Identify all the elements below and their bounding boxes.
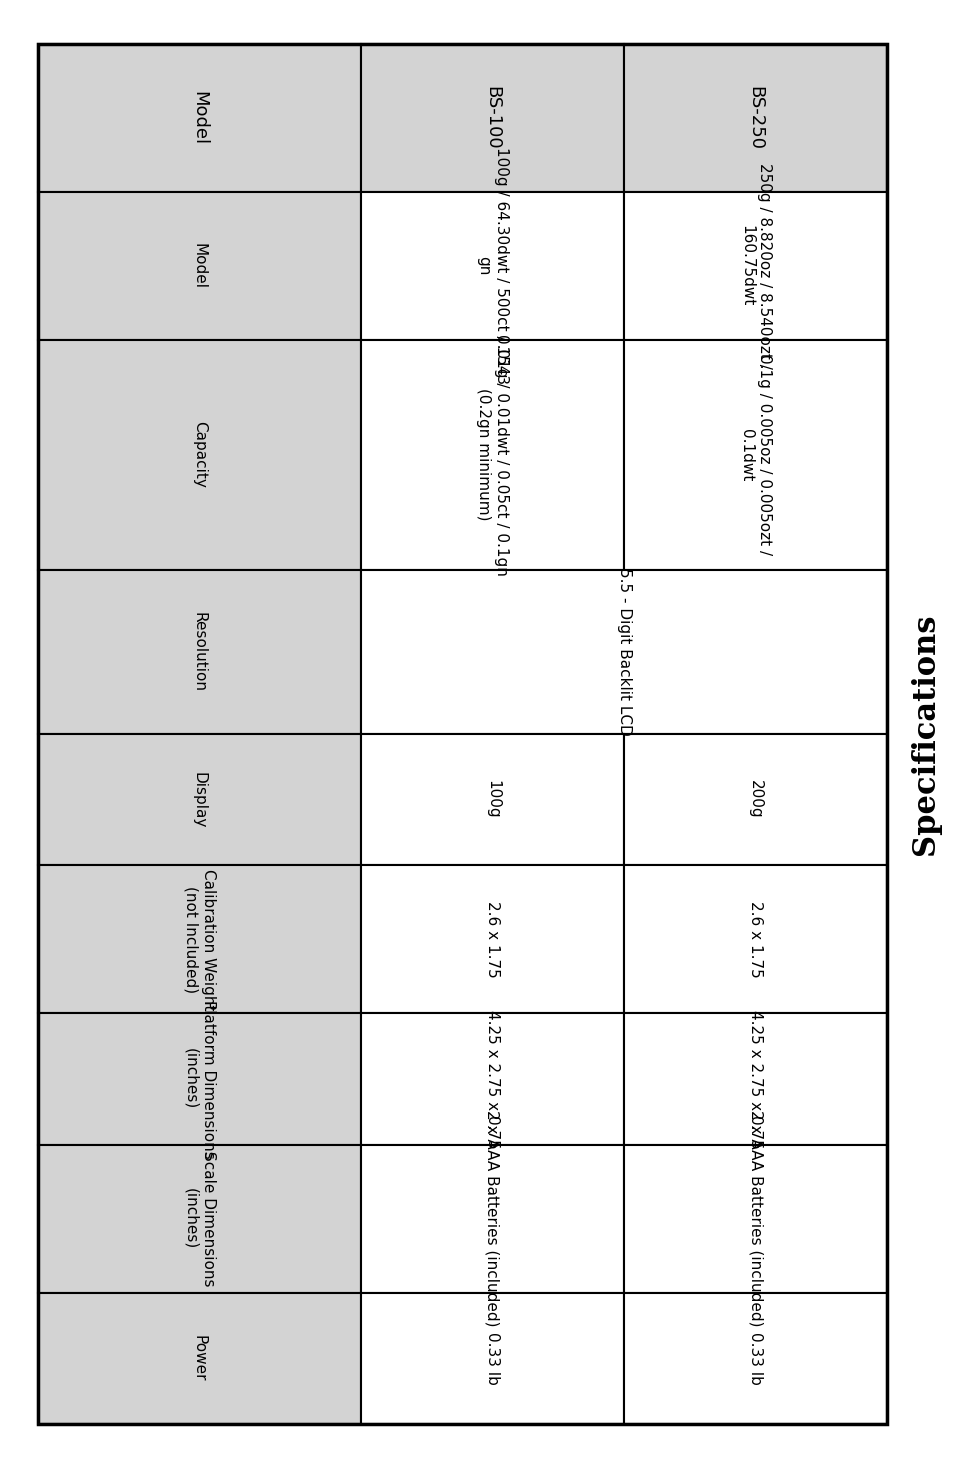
Bar — [360, 570, 886, 734]
Text: Specifications: Specifications — [909, 614, 940, 854]
Text: 2.6 x 1.75: 2.6 x 1.75 — [747, 901, 762, 978]
Text: 4.25 x 2.75 x 0.75: 4.25 x 2.75 x 0.75 — [484, 1010, 499, 1148]
Bar — [623, 1145, 886, 1292]
Bar — [38, 44, 886, 1424]
Bar — [623, 339, 886, 570]
Text: 200g: 200g — [747, 781, 762, 819]
Text: 2.6 x 1.75: 2.6 x 1.75 — [484, 901, 499, 978]
Bar — [360, 734, 623, 866]
Bar — [360, 866, 623, 1013]
Text: Scale Dimensions
(inches): Scale Dimensions (inches) — [183, 1151, 215, 1286]
Text: Display: Display — [192, 772, 207, 828]
Text: Resolution: Resolution — [192, 612, 207, 691]
Text: Model: Model — [191, 91, 209, 145]
Bar — [623, 44, 886, 192]
Text: Model: Model — [192, 242, 207, 289]
Text: 0.33 lb: 0.33 lb — [747, 1331, 762, 1384]
Bar — [38, 192, 360, 339]
Bar — [360, 1292, 623, 1424]
Bar — [38, 1013, 360, 1145]
Text: 2 x AAA Batteries (included): 2 x AAA Batteries (included) — [484, 1110, 499, 1327]
Text: Capacity: Capacity — [192, 421, 207, 489]
Bar — [38, 1292, 360, 1424]
Text: 4.25 x 2.75 x 0.75: 4.25 x 2.75 x 0.75 — [747, 1010, 762, 1148]
Bar — [360, 44, 623, 192]
Text: 100g / 64.30dwt / 500ct / 1543
gn: 100g / 64.30dwt / 500ct / 1543 gn — [476, 147, 508, 385]
Bar — [38, 1145, 360, 1292]
Bar — [623, 192, 886, 339]
Text: 250g / 8.820oz / 8.540ozt /
160.75dwt: 250g / 8.820oz / 8.540ozt / 160.75dwt — [739, 163, 771, 368]
Bar — [38, 44, 360, 192]
Bar — [360, 339, 623, 570]
Bar — [623, 1292, 886, 1424]
Bar — [623, 866, 886, 1013]
Text: 5.5 - Digit Backlit LCD: 5.5 - Digit Backlit LCD — [616, 568, 631, 735]
Text: 0.33 lb: 0.33 lb — [484, 1331, 499, 1384]
Bar — [38, 570, 360, 734]
Bar — [623, 734, 886, 866]
Bar — [360, 1145, 623, 1292]
Text: Power: Power — [192, 1334, 207, 1381]
Bar — [38, 866, 360, 1013]
Bar — [360, 1013, 623, 1145]
Bar — [360, 192, 623, 339]
Text: 0.1g / 0.005oz / 0.005ozt /
0.1dwt: 0.1g / 0.005oz / 0.005ozt / 0.1dwt — [739, 354, 771, 555]
Bar — [38, 339, 360, 570]
Text: 0.01g / 0.01dwt / 0.05ct / 0.1gn
(0.2gn minimum): 0.01g / 0.01dwt / 0.05ct / 0.1gn (0.2gn … — [476, 333, 508, 575]
Bar — [623, 1013, 886, 1145]
Text: Calibration Weight
(not Included): Calibration Weight (not Included) — [183, 869, 215, 1010]
Bar — [38, 734, 360, 866]
Text: 2 x AAA Batteries (included): 2 x AAA Batteries (included) — [747, 1110, 762, 1327]
Text: BS-100: BS-100 — [483, 87, 501, 150]
Text: BS-250: BS-250 — [746, 87, 763, 150]
Text: 100g: 100g — [484, 781, 499, 819]
Text: Platform Dimensions
(inches): Platform Dimensions (inches) — [183, 1000, 215, 1158]
